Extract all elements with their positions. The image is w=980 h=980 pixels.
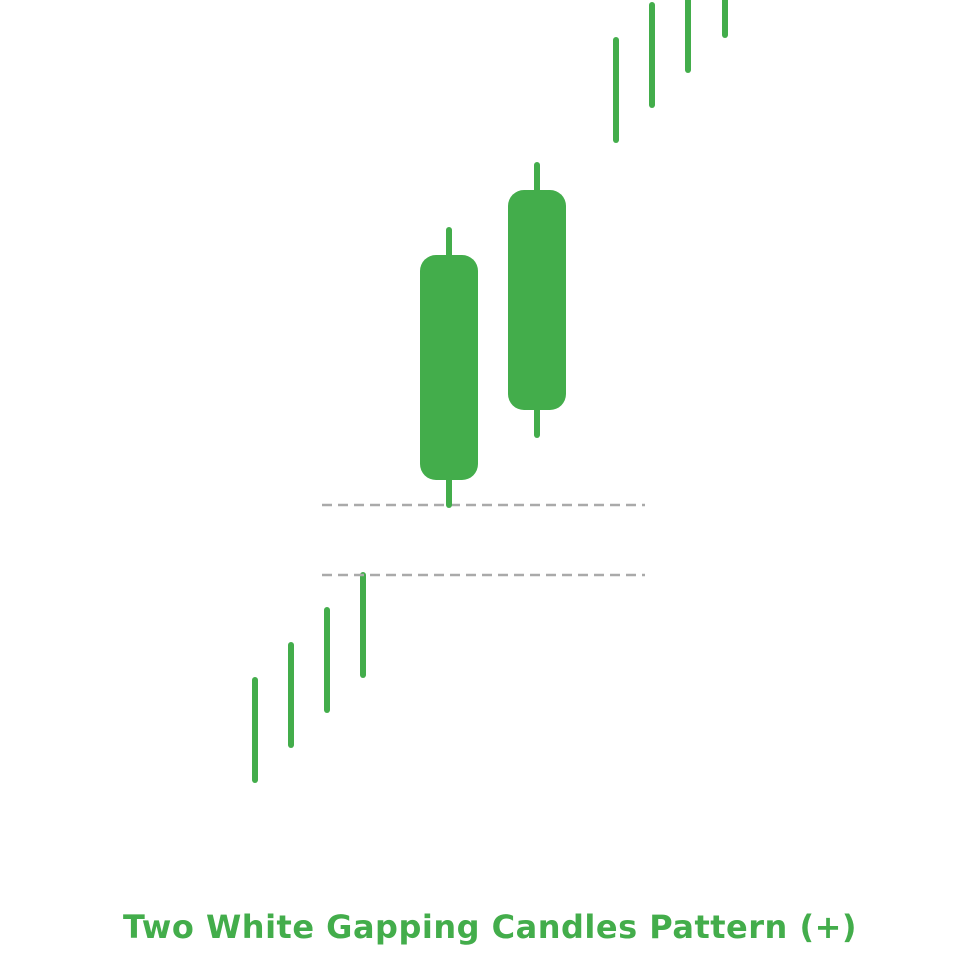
chart-title: Two White Gapping Candles Pattern (+) (122, 908, 858, 946)
candle-body (420, 255, 478, 480)
candle-body (508, 190, 566, 410)
